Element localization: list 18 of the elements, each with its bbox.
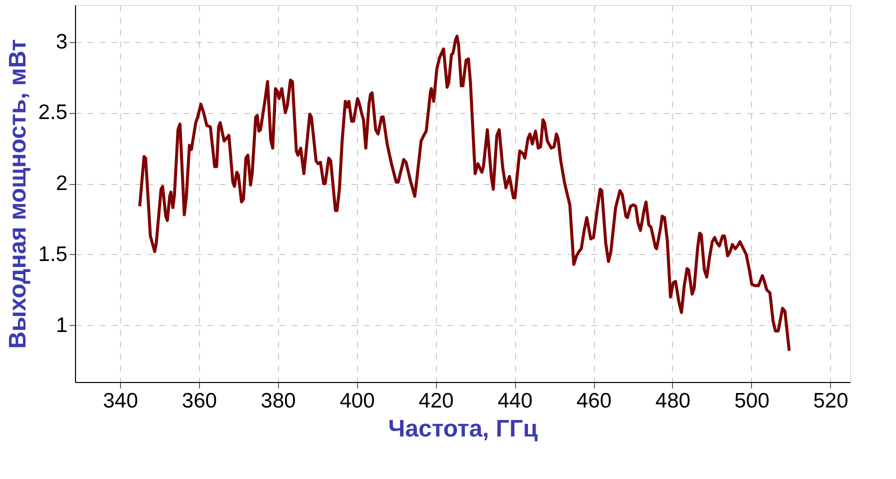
y-tick-label: 1	[56, 314, 68, 337]
y-tick-label: 3	[56, 30, 68, 54]
x-tick-label: 520	[813, 390, 848, 412]
y-axis-title: Выходная мощность, мВт	[4, 38, 32, 349]
y-tick-label: 1.5	[38, 242, 68, 266]
x-tick-label: 480	[655, 390, 690, 412]
x-tick-label: 400	[340, 390, 375, 412]
x-tick-label: 360	[182, 390, 217, 412]
x-tick-label: 440	[498, 390, 533, 412]
y-tick-label: 2	[56, 172, 68, 196]
x-tick-label: 340	[102, 390, 138, 412]
x-tick-label: 420	[418, 390, 454, 412]
x-axis-title: Частота, ГГц	[388, 416, 538, 442]
x-tick-label: 460	[576, 390, 612, 412]
y-tick-label: 2.5	[38, 101, 68, 124]
x-tick-label: 500	[734, 390, 770, 412]
x-tick-label: 380	[260, 390, 296, 412]
line-series	[138, 34, 791, 352]
